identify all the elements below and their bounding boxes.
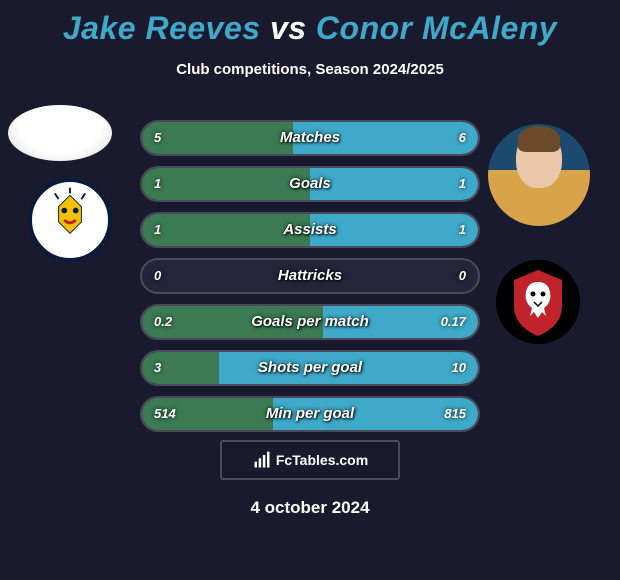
club-left-badge — [28, 178, 112, 262]
fctables-icon — [252, 450, 272, 470]
stat-row: 0.20.17Goals per match — [140, 304, 480, 340]
club-right-badge — [496, 260, 580, 344]
stat-label: Goals per match — [142, 306, 478, 338]
player1-avatar — [8, 105, 112, 161]
stat-row: 514815Min per goal — [140, 396, 480, 432]
source-logo-text: FcTables.com — [276, 452, 368, 468]
player1-name: Jake Reeves — [63, 10, 261, 46]
player2-avatar — [488, 124, 590, 226]
stat-row: 00Hattricks — [140, 258, 480, 294]
vs-text: vs — [270, 10, 307, 46]
source-logo: FcTables.com — [220, 440, 400, 480]
stat-label: Min per goal — [142, 398, 478, 430]
salford-city-icon — [496, 260, 580, 344]
stat-label: Assists — [142, 214, 478, 246]
stat-row: 11Assists — [140, 212, 480, 248]
comparison-title: Jake Reeves vs Conor McAleny — [0, 0, 620, 47]
subtitle: Club competitions, Season 2024/2025 — [0, 61, 620, 78]
stat-label: Shots per goal — [142, 352, 478, 384]
stat-row: 11Goals — [140, 166, 480, 202]
stat-label: Hattricks — [142, 260, 478, 292]
player2-name: Conor McAleny — [316, 10, 557, 46]
stat-label: Matches — [142, 122, 478, 154]
afc-wimbledon-icon — [32, 182, 108, 258]
stats-bars: 56Matches 11Goals 11Assists 00Hattricks 0.20… — [140, 120, 480, 442]
date-text: 4 october 2024 — [0, 498, 620, 518]
stat-row: 56Matches — [140, 120, 480, 156]
stat-row: 310Shots per goal — [140, 350, 480, 386]
stat-label: Goals — [142, 168, 478, 200]
